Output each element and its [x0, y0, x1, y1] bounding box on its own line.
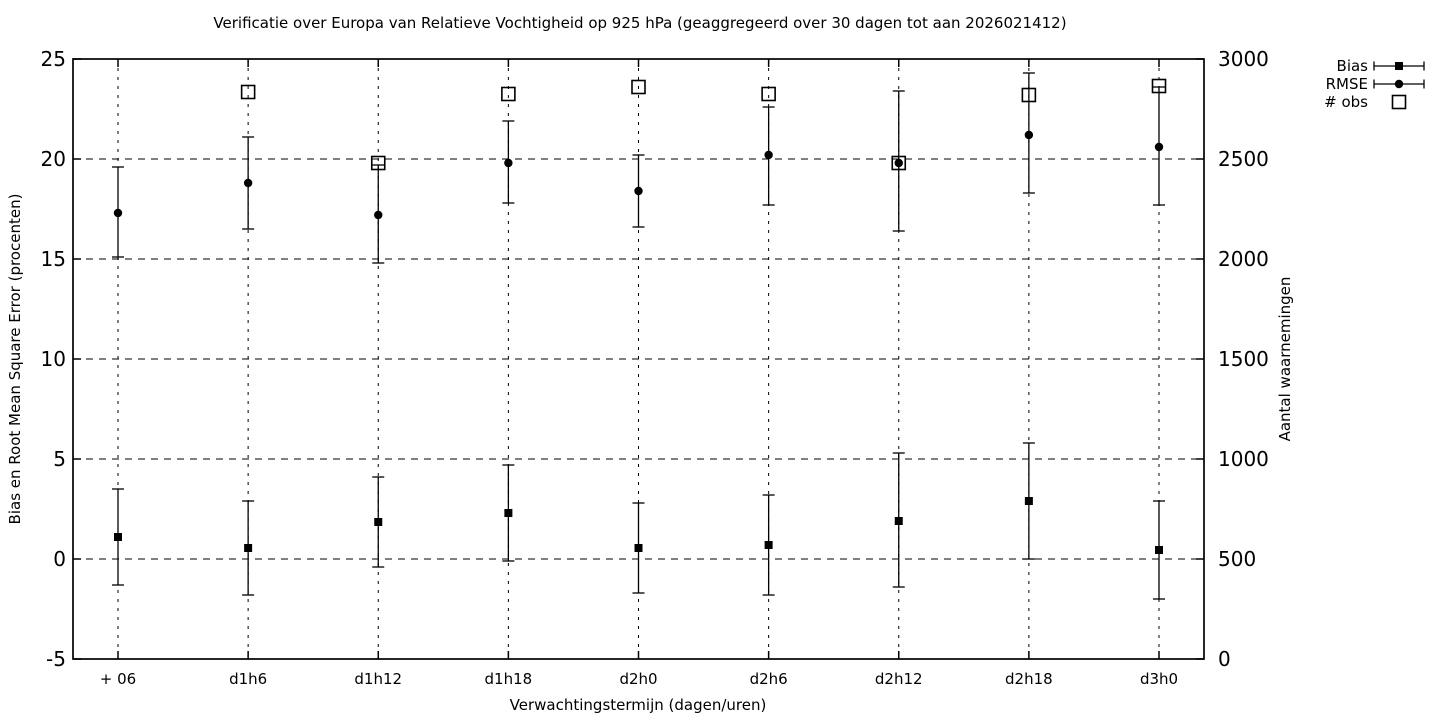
data-point: [370, 155, 386, 171]
data-point: [761, 86, 776, 102]
xtick-label: d1h12: [354, 670, 402, 688]
xtick-label: d1h18: [485, 670, 533, 688]
left-axis-label: Bias en Root Mean Square Error (procente…: [6, 194, 24, 525]
series-layer: [112, 72, 1167, 600]
ytick-label: 5: [53, 447, 66, 471]
axis-layer: -5 0 5 10 15 20 25 0 500 1000 1500 2000 2500 3000 + 06…: [41, 47, 1269, 688]
xtick-label: d2h6: [750, 670, 788, 688]
data-point: [1024, 130, 1034, 140]
xtick-label: d2h18: [1005, 670, 1053, 688]
y2tick-label: 0: [1218, 647, 1231, 671]
ytick-label: 15: [41, 247, 66, 271]
data-point: [1021, 87, 1037, 103]
chart-title: Verificatie over Europa van Relatieve Vo…: [213, 14, 1066, 32]
y2tick-label: 2000: [1218, 247, 1269, 271]
ytick-label: 20: [41, 147, 66, 171]
series--obs: [240, 78, 1167, 171]
series-rmse: [112, 72, 1165, 264]
ytick-label: 10: [41, 347, 66, 371]
y2tick-label: 500: [1218, 547, 1256, 571]
data-point: [243, 178, 253, 188]
legend-label: # obs: [1324, 93, 1368, 111]
series-bias: [112, 442, 1165, 600]
xtick-label: d1h6: [229, 670, 267, 688]
legend-marker: [1391, 94, 1407, 110]
x-axis-label: Verwachtingstermijn (dagen/uren): [510, 696, 767, 714]
y2tick-label: 1000: [1218, 447, 1269, 471]
data-point: [894, 517, 903, 525]
data-point: [114, 533, 122, 541]
legend-label: RMSE: [1326, 75, 1368, 93]
xtick-label: d2h12: [875, 670, 923, 688]
data-point: [634, 186, 643, 196]
data-point: [501, 86, 516, 102]
data-point: [1024, 497, 1033, 505]
xtick-label: d3h0: [1140, 670, 1178, 688]
data-point: [634, 544, 643, 552]
data-point: [374, 210, 383, 220]
data-point: [764, 541, 773, 549]
data-point: [244, 544, 253, 552]
data-point: [240, 84, 256, 100]
y2tick-label: 1500: [1218, 347, 1269, 371]
ytick-label: -5: [46, 647, 66, 671]
right-axis-label: Aantal waarnemingen: [1276, 277, 1294, 442]
legend-marker: [1395, 62, 1403, 70]
data-point: [764, 150, 773, 160]
legend-marker: [1394, 79, 1404, 89]
data-point: [374, 518, 383, 526]
legend-label: Bias: [1337, 57, 1369, 75]
xtick-label: + 06: [100, 670, 136, 688]
y2tick-label: 2500: [1218, 147, 1269, 171]
data-point: [504, 509, 513, 517]
data-point: [631, 79, 646, 95]
data-point: [1151, 78, 1167, 94]
data-point: [1155, 546, 1163, 554]
data-point: [504, 158, 513, 168]
ytick-label: 0: [53, 547, 66, 571]
xtick-label: d2h0: [619, 670, 657, 688]
data-point: [891, 155, 907, 171]
data-point: [113, 208, 123, 218]
data-point: [894, 158, 903, 168]
ytick-label: 25: [41, 47, 66, 71]
data-point: [1154, 142, 1164, 152]
y2tick-label: 3000: [1218, 47, 1269, 71]
